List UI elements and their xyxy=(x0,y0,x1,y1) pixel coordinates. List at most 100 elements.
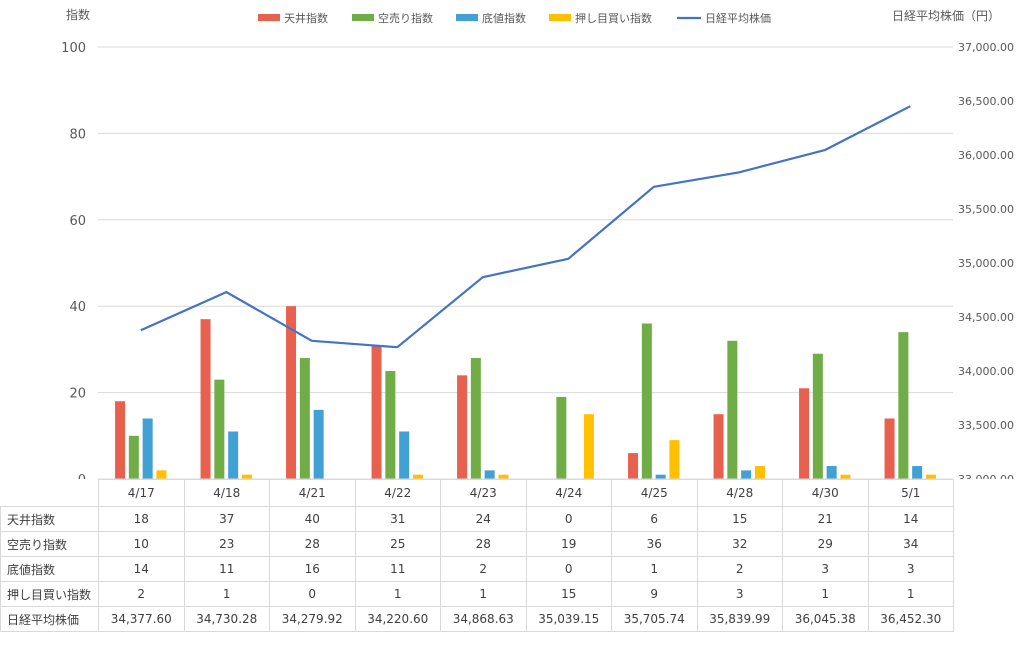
table-row-label: 日経平均株価 xyxy=(0,606,99,632)
bar xyxy=(142,418,153,479)
table-cell: 29 xyxy=(782,531,869,557)
x-tick-label: 4/30 xyxy=(782,479,869,507)
table-cell: 34 xyxy=(867,531,954,557)
legend-label: 日経平均株価 xyxy=(705,11,771,25)
bar xyxy=(214,379,225,479)
bar xyxy=(754,466,765,479)
x-tick-label: 4/28 xyxy=(696,479,783,507)
table-row-label: 底値指数 xyxy=(0,556,99,582)
table-cell: 35,705.74 xyxy=(611,606,698,632)
table-cell: 1 xyxy=(354,581,441,607)
x-tick-label: 4/25 xyxy=(611,479,698,507)
x-tick-label: 4/18 xyxy=(183,479,270,507)
table-cell: 19 xyxy=(525,531,612,557)
x-tick-label: 4/23 xyxy=(440,479,527,507)
bar xyxy=(399,431,410,479)
data-table-wrapper: 4/17 4/18 4/21 4/22 4/23 4/24 4/25 4/28 4/30 5/1 天… xyxy=(0,479,954,632)
table-cell: 37 xyxy=(183,506,270,532)
table-cell: 1 xyxy=(440,581,527,607)
bar xyxy=(200,319,211,479)
bar xyxy=(799,388,810,479)
table-cell: 23 xyxy=(183,531,270,557)
bar xyxy=(299,358,310,479)
legend-swatch xyxy=(352,14,374,21)
bar xyxy=(741,470,752,479)
table-cell: 25 xyxy=(354,531,441,557)
y-left-tick-label: 20 xyxy=(69,387,86,402)
table-cell: 34,279.92 xyxy=(269,606,356,632)
bar xyxy=(556,396,567,479)
bar xyxy=(583,414,594,479)
bar xyxy=(457,375,468,479)
y-right-tick-label: 35,000.00 xyxy=(958,257,1014,270)
table-cell: 36 xyxy=(611,531,698,557)
table-cell: 0 xyxy=(525,556,612,582)
y-left-tick-label: 60 xyxy=(69,214,86,229)
table-cell: 21 xyxy=(782,506,869,532)
table-cell: 35,039.15 xyxy=(525,606,612,632)
table-cell: 36,045.38 xyxy=(782,606,869,632)
table-cell: 1 xyxy=(867,581,954,607)
y-left-axis-label: 指数 xyxy=(66,7,90,22)
bar xyxy=(884,418,895,479)
table-cell: 14 xyxy=(98,556,185,582)
bar xyxy=(385,371,396,479)
table-cell: 28 xyxy=(269,531,356,557)
y-right-tick-label: 35,500.00 xyxy=(958,203,1014,216)
bar xyxy=(840,474,851,479)
bar xyxy=(669,440,680,479)
table-cell: 36,452.30 xyxy=(867,606,954,632)
table-row-label: 空売り指数 xyxy=(0,531,99,557)
bar xyxy=(628,453,639,479)
bar xyxy=(641,323,652,479)
table-row: 日経平均株価 34,377.60 34,730.28 34,279.92 34,220.… xyxy=(0,606,954,632)
data-table: 4/17 4/18 4/21 4/22 4/23 4/24 4/25 4/28 4/30 5/1 天… xyxy=(0,479,954,632)
bar xyxy=(727,340,738,479)
x-tick-label: 4/22 xyxy=(354,479,441,507)
table-row-label: 押し目買い指数 xyxy=(0,581,99,607)
bar xyxy=(286,306,297,479)
y-right-tick-label: 36,000.00 xyxy=(958,149,1014,162)
y-right-tick-label: 34,500.00 xyxy=(958,311,1014,324)
table-corner xyxy=(0,479,99,507)
bar xyxy=(241,474,252,479)
chart: 0 20 40 60 80 100 33,000.00 33,500.00 34,000.00 3… xyxy=(61,7,1014,479)
table-cell: 1 xyxy=(782,581,869,607)
table-cell: 2 xyxy=(440,556,527,582)
table-row: 空売り指数 10 23 28 25 28 19 36 32 29 34 xyxy=(0,531,954,557)
x-tick-label: 4/24 xyxy=(525,479,612,507)
table-cell: 14 xyxy=(867,506,954,532)
table-cell: 3 xyxy=(867,556,954,582)
y-right-tick-label: 37,000.00 xyxy=(958,41,1014,54)
table-cell: 2 xyxy=(98,581,185,607)
bar xyxy=(498,474,509,479)
y-left-tick-label: 100 xyxy=(61,41,86,56)
table-cell: 15 xyxy=(525,581,612,607)
y-right-tick-label: 33,500.00 xyxy=(958,419,1014,432)
bar xyxy=(826,466,837,479)
legend-swatch xyxy=(456,14,478,21)
table-cell: 11 xyxy=(183,556,270,582)
table-cell: 15 xyxy=(696,506,783,532)
y-right-tick-label: 36,500.00 xyxy=(958,95,1014,108)
table-row: 底値指数 14 11 16 11 2 0 1 2 3 3 xyxy=(0,556,954,582)
table-cell: 6 xyxy=(611,506,698,532)
table-cell: 9 xyxy=(611,581,698,607)
table-cell: 40 xyxy=(269,506,356,532)
table-cell: 10 xyxy=(98,531,185,557)
line-series-nikkei xyxy=(140,105,911,349)
table-cell: 2 xyxy=(696,556,783,582)
bar xyxy=(313,409,324,479)
table-cell: 11 xyxy=(354,556,441,582)
bar xyxy=(228,431,239,479)
bar xyxy=(925,474,936,479)
bar xyxy=(912,466,923,479)
table-cell: 24 xyxy=(440,506,527,532)
table-cell: 32 xyxy=(696,531,783,557)
table-cell: 1 xyxy=(611,556,698,582)
y-right-axis-label: 日経平均株価（円） xyxy=(892,8,1000,23)
bar xyxy=(371,345,382,479)
table-cell: 16 xyxy=(269,556,356,582)
table-cell: 35,839.99 xyxy=(696,606,783,632)
legend-swatch xyxy=(258,14,280,21)
